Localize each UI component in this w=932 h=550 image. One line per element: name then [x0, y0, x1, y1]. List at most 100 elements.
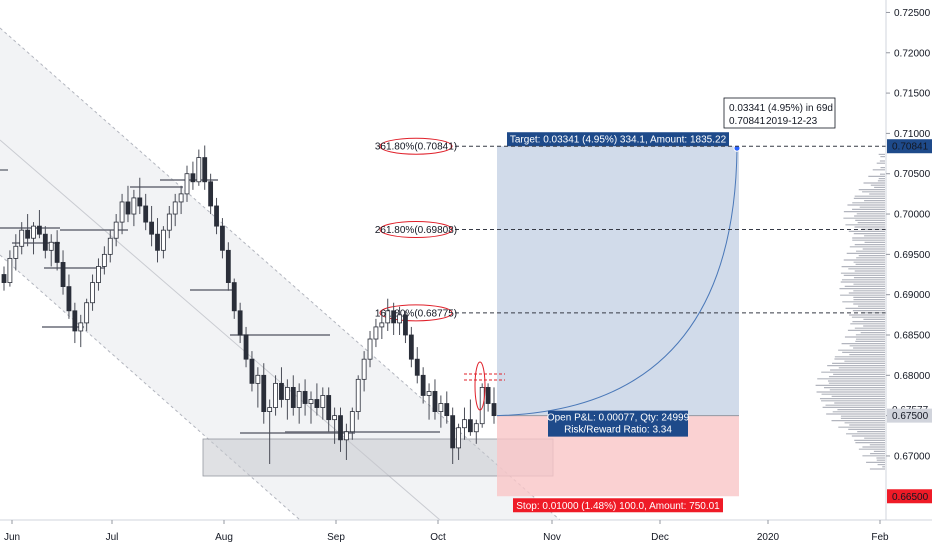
target-label-bg [507, 132, 729, 147]
candle-body [491, 403, 497, 417]
candle-body [243, 334, 249, 360]
y-tick-label: 0.71000 [894, 129, 931, 140]
long-position-tool[interactable]: Target: 0.03341 (4.95%) 334.1, Amount: 1… [496, 132, 741, 513]
candle-body [361, 358, 367, 380]
price-badge-bg [887, 139, 932, 154]
x-tick-label: 2020 [757, 532, 780, 543]
candle-body [1, 274, 7, 283]
candle-body [373, 326, 379, 340]
x-tick-label: Jun [4, 532, 20, 543]
candle-body [403, 314, 408, 336]
candle-body [290, 387, 296, 408]
price-axis-bg [886, 0, 932, 550]
candle-body [166, 213, 172, 231]
volume-profile [815, 153, 885, 470]
y-tick-label: 0.72000 [894, 48, 931, 59]
fib-level-label: 361.80%(0.70841) [375, 142, 457, 153]
price-badge-bg [887, 489, 932, 504]
time-axis-bg [0, 520, 932, 550]
candle-body [432, 391, 438, 412]
tooltip-date: 2019-12-23 [766, 116, 818, 127]
candle-body [19, 229, 25, 247]
channel-lower-line [0, 254, 301, 521]
candle-body [155, 233, 160, 251]
candle-body [31, 225, 36, 239]
candle-body [96, 266, 101, 283]
candle-body [137, 197, 143, 207]
candle-body [107, 237, 113, 255]
x-tick-label: Dec [651, 532, 669, 543]
candle-body [267, 407, 273, 412]
y-tick-label: 0.68000 [894, 371, 931, 382]
pnl-box-bg [548, 410, 688, 437]
fib-level-label: 261.80%(0.69808) [375, 225, 457, 236]
highlight-ellipse [474, 361, 486, 411]
candle-body [485, 387, 491, 404]
pnl-box-group: Open P&L: 0.00077, Qty: 24999Risk/Reward… [547, 410, 690, 437]
annotations: 0.03341 (4.95%) in 69d 0.70841 2019-12-23 [464, 97, 836, 411]
candle-body [296, 391, 302, 408]
candle-body [385, 310, 391, 324]
stop-label: Stop: 0.01000 (1.48%) 100.0, Amount: 750… [516, 501, 720, 512]
candle-body [172, 201, 178, 215]
candle-body [338, 415, 343, 441]
candle-body [184, 173, 190, 195]
candle-body [249, 358, 255, 384]
y-tick-label: 0.71500 [894, 89, 931, 100]
candle-body [72, 310, 78, 332]
tooltip-line1: 0.03341 (4.95%) in 69d [729, 103, 833, 114]
y-tick-label: 0.70500 [894, 169, 931, 180]
candle-body [178, 193, 184, 203]
candle-body [225, 249, 231, 283]
y-tick-label: 0.72500 [894, 8, 931, 19]
candle-body [208, 181, 214, 207]
x-tick-label: Nov [543, 532, 561, 543]
candle-body [231, 282, 237, 312]
channel-upper-line [0, 27, 561, 521]
candle-body [113, 221, 119, 239]
candle-body [149, 221, 154, 235]
candle-body [344, 431, 349, 441]
y-tick-label: 0.68500 [894, 330, 931, 341]
fib-label-ellipse [379, 137, 453, 155]
candles [1, 145, 497, 465]
support-zone[interactable] [202, 438, 554, 477]
candle-body [196, 157, 202, 183]
candle-body [202, 157, 208, 183]
candle-body [438, 403, 444, 412]
tooltip-box [723, 97, 836, 129]
candle-body [391, 310, 397, 324]
x-tick-label: Aug [215, 532, 233, 543]
candle-body [214, 205, 219, 227]
candle-body [379, 322, 385, 328]
target-label: Target: 0.03341 (4.95%) 334.1, Amount: 1… [510, 135, 727, 146]
candle-body [54, 241, 60, 263]
price-badge-bg [887, 408, 932, 423]
target-label-group: Target: 0.03341 (4.95%) 334.1, Amount: 1… [507, 132, 729, 147]
candle-body [60, 262, 66, 288]
candle-body [473, 423, 479, 433]
candle-body [320, 395, 326, 408]
x-tick-label: Oct [430, 532, 446, 543]
candle-body [450, 415, 456, 449]
candle-body [349, 411, 355, 433]
candle-body [284, 387, 290, 400]
candle-body [220, 225, 225, 251]
candle-body [355, 378, 361, 412]
price-badge-label: 0.67500 [892, 411, 929, 422]
candle-body [462, 419, 467, 429]
candle-body [237, 310, 243, 336]
y-tick-label: 0.67000 [894, 451, 931, 462]
candle-body [420, 374, 426, 396]
candle-body [90, 282, 95, 304]
support-rectangle [202, 438, 554, 477]
candle-body [7, 257, 13, 283]
stop-label-bg [513, 498, 723, 513]
candle-body [37, 225, 42, 235]
candle-body [326, 395, 332, 421]
candle-body [467, 419, 473, 433]
candle-body [444, 403, 450, 417]
candle-body [279, 382, 284, 400]
candle-body [125, 201, 131, 215]
